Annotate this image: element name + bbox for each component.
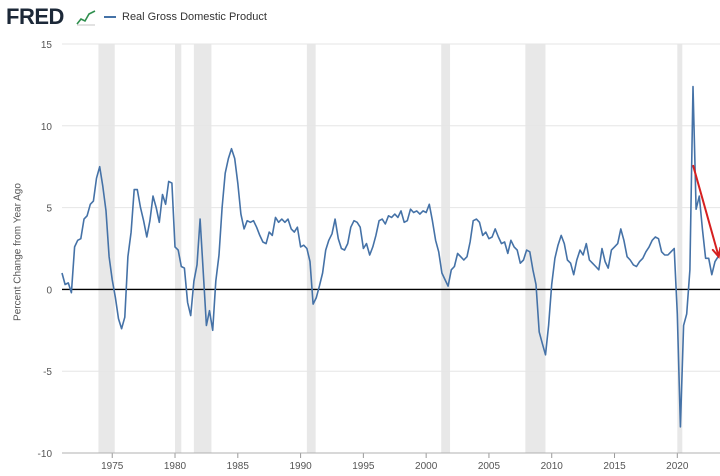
y-tick-label: 10 (41, 122, 53, 133)
series-line-real-gdp[interactable] (61, 85, 719, 428)
x-tick-label: 1980 (164, 461, 187, 472)
y-tick-label: 5 (46, 204, 52, 215)
x-tick-label: 1990 (289, 461, 312, 472)
y-axis-label: Percent Change from Year Ago (12, 183, 24, 321)
line-graph-icon (76, 8, 96, 26)
y-tick-label: -5 (43, 367, 52, 378)
fred-logo[interactable]: FRED (6, 4, 64, 29)
legend-swatch (104, 16, 116, 18)
recession-band (306, 44, 316, 453)
y-tick-label: -10 (38, 449, 53, 460)
x-tick-label: 2000 (415, 461, 438, 472)
recession-band (441, 44, 451, 453)
chart-header: FRED Real Gross Domestic Product (0, 0, 720, 36)
recession-band (175, 44, 182, 453)
x-tick-label: 2020 (666, 461, 689, 472)
y-tick-label: 15 (41, 40, 53, 51)
recession-band (525, 44, 546, 453)
x-tick-label: 1985 (227, 461, 250, 472)
recession-band (677, 44, 683, 453)
x-tick-label: 2005 (478, 461, 501, 472)
legend-label: Real Gross Domestic Product (122, 11, 267, 23)
legend[interactable]: Real Gross Domestic Product (104, 11, 267, 23)
x-tick-label: 2010 (541, 461, 564, 472)
x-tick-label: 2015 (603, 461, 626, 472)
y-tick-label: 0 (46, 285, 52, 296)
x-tick-label: 1995 (352, 461, 375, 472)
annotation-arrow-shaft (692, 164, 720, 257)
x-tick-label: 1975 (101, 461, 124, 472)
recession-band (98, 44, 115, 453)
